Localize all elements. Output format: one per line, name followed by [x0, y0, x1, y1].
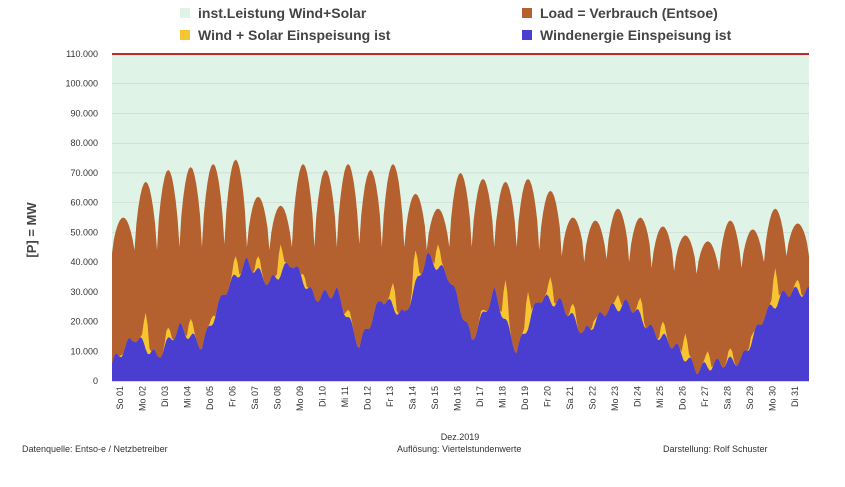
- legend-swatch-wind-solar: [180, 30, 190, 40]
- legend-label-load: Load = Verbrauch (Entsoe): [540, 5, 718, 21]
- legend: inst.Leistung Wind+Solar Load = Verbrauc…: [0, 2, 845, 46]
- x-tick-label: Sa 21: [565, 386, 575, 410]
- y-tick-label: 50.000: [70, 227, 98, 237]
- x-tick-label: So 01: [115, 386, 125, 410]
- x-tick-label: Sa 07: [250, 386, 260, 410]
- x-tick-label: Mo 02: [138, 386, 148, 411]
- legend-item-wind-solar: Wind + Solar Einspeisung ist: [180, 27, 390, 43]
- legend-swatch-wind: [522, 30, 532, 40]
- x-tick-label: Mo 23: [610, 386, 620, 411]
- x-tick-label: Fr 06: [228, 386, 238, 407]
- x-tick-label: Fr 20: [542, 386, 552, 407]
- x-tick-label: So 22: [587, 386, 597, 410]
- x-tick-label: Mo 09: [295, 386, 305, 411]
- x-tick-label: Do 26: [677, 386, 687, 410]
- x-tick-label: Do 19: [520, 386, 530, 410]
- legend-label-wind-solar: Wind + Solar Einspeisung ist: [198, 27, 391, 43]
- x-tick-label: Do 05: [205, 386, 215, 410]
- y-tick-label: 110.000: [66, 49, 98, 59]
- x-tick-label: So 08: [273, 386, 283, 410]
- x-tick-label: Sa 14: [408, 386, 418, 410]
- x-tick-label: Di 17: [475, 386, 485, 407]
- legend-swatch-load: [522, 8, 532, 18]
- legend-label-installed: inst.Leistung Wind+Solar: [198, 5, 367, 21]
- x-tick-label: Di 24: [632, 386, 642, 407]
- y-tick-label: 70.000: [70, 168, 98, 178]
- footer-resolution: Auflösung: Viertelstundenwerte: [397, 444, 522, 454]
- footer-source: Datenquelle: Entso-e / Netzbetreiber: [22, 444, 168, 454]
- x-tick-label: Di 03: [160, 386, 170, 407]
- x-tick-label: Fr 27: [700, 386, 710, 407]
- legend-item-installed: inst.Leistung Wind+Solar: [180, 5, 366, 21]
- legend-swatch-installed: [180, 8, 190, 18]
- x-tick-label: Sa 28: [722, 386, 732, 410]
- y-tick-label: 10.000: [70, 346, 98, 356]
- legend-label-wind: Windenergie Einspeisung ist: [540, 27, 732, 43]
- x-tick-label: Mo 30: [767, 386, 777, 411]
- x-tick-label: Mi 25: [655, 386, 665, 408]
- x-tick-label: So 15: [430, 386, 440, 410]
- series-wind-area: [112, 252, 809, 381]
- x-tick-label: Mo 16: [453, 386, 463, 411]
- legend-item-wind: Windenergie Einspeisung ist: [522, 27, 731, 43]
- y-tick-label: 30.000: [70, 287, 98, 297]
- y-tick-labels: 0 10.000 20.000 30.000 40.000 50.000 60.000 70.…: [65, 49, 98, 386]
- x-tick-labels: So 01 Mo 02 Di 03 Mi 04 Do 05 Fr 06 Sa 07 So 08…: [115, 386, 800, 411]
- x-tick-label: Di 31: [790, 386, 800, 407]
- footer-author: Darstellung: Rolf Schuster: [663, 444, 768, 454]
- x-tick-label: Mi 04: [183, 386, 193, 408]
- x-axis-label: Dez.2019: [441, 432, 480, 442]
- legend-item-load: Load = Verbrauch (Entsoe): [522, 5, 718, 21]
- x-tick-label: Fr 13: [385, 386, 395, 407]
- y-tick-label: 90.000: [70, 108, 98, 118]
- x-tick-label: Do 12: [363, 386, 373, 410]
- y-tick-label: 80.000: [70, 138, 98, 148]
- y-tick-label: 20.000: [70, 317, 98, 327]
- y-tick-label: 40.000: [70, 257, 98, 267]
- y-tick-label: 100.000: [65, 79, 98, 89]
- x-tick-label: Mi 11: [340, 386, 350, 407]
- y-tick-label: 0: [93, 376, 98, 386]
- x-tick-label: Mi 18: [497, 386, 507, 408]
- x-tick-label: Di 10: [318, 386, 328, 407]
- y-axis-label: [P] = MW: [24, 202, 39, 258]
- x-tick-label: So 29: [745, 386, 755, 410]
- area-layer: [112, 159, 809, 381]
- y-tick-label: 60.000: [70, 198, 98, 208]
